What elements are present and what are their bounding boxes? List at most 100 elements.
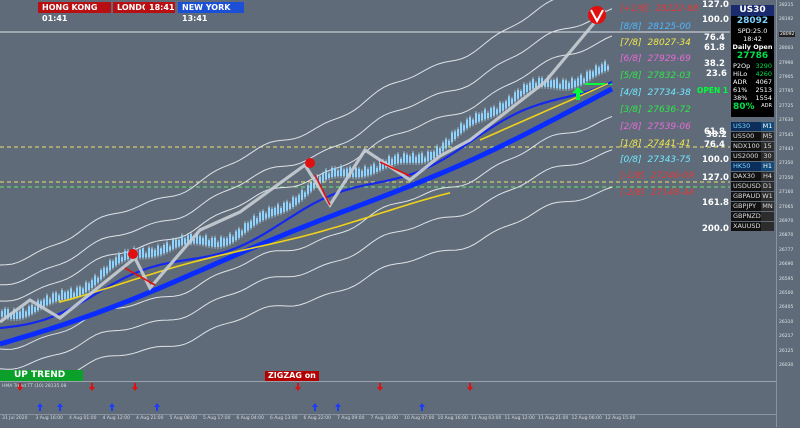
candle: [442, 142, 444, 152]
candle: [79, 286, 81, 296]
murrey-level-price: 27343-75: [647, 155, 691, 165]
zigzag-toggle-button[interactable]: ZIGZAG on: [265, 371, 319, 381]
time-axis-tick: 4 Aug 01:00: [69, 416, 97, 421]
zigzag-peak-marker: [128, 249, 138, 259]
timeframe-button[interactable]: 30: [761, 152, 774, 161]
symbol-row-us2000[interactable]: US2000 30: [731, 152, 774, 161]
candle: [571, 78, 573, 89]
time-axis: 31 Jul 2020 3 Aug 16:00 4 Aug 01:00 4 Aug 1…: [0, 414, 776, 428]
candle: [34, 306, 36, 313]
murrey-level: [8/8] 28125-00: [620, 22, 691, 32]
candle: [238, 228, 240, 238]
candle: [424, 157, 426, 163]
candle: [394, 155, 396, 165]
candle: [319, 176, 321, 184]
symbol-button[interactable]: GBPNZD: [731, 212, 761, 221]
candle: [592, 71, 594, 78]
murrey-level-label: [8/8]: [620, 22, 642, 32]
timeframe-button[interactable]: H1: [761, 162, 774, 171]
symbol-button[interactable]: US500: [731, 132, 761, 141]
time-axis-tick: 10 Aug 07:00: [404, 416, 435, 421]
candle: [559, 84, 561, 89]
symbol-row-ndx100[interactable]: NDX100 15: [731, 142, 774, 151]
candle: [178, 239, 180, 247]
candle: [580, 74, 582, 85]
up-arrow-icon: [37, 403, 43, 411]
candle: [475, 113, 477, 123]
candle: [472, 119, 474, 125]
symbol-switcher: US30 M1 US500 M5 NDX100 15 US2000 30 HK50 H1 DAX30…: [731, 122, 774, 232]
murrey-level-price: 28125-00: [647, 22, 691, 32]
symbol-row-us30[interactable]: US30 M1: [731, 122, 774, 131]
symbol-button[interactable]: USDUSD: [731, 182, 761, 191]
panel-stat-value: 4067: [755, 78, 772, 86]
candle: [202, 237, 204, 245]
price-axis-tick: 26125: [779, 348, 794, 354]
timeframe-button[interactable]: M5: [761, 132, 774, 141]
timeframe-button[interactable]: M1: [761, 122, 774, 131]
fib-level-label: 61.8: [704, 127, 725, 137]
price-axis-tick: 28092: [779, 31, 796, 37]
timeframe-button[interactable]: D1: [761, 182, 774, 191]
symbol-button[interactable]: US30: [731, 122, 761, 131]
murrey-level: [+1/8] 28222-68: [620, 4, 698, 14]
candle: [61, 290, 63, 300]
buy-arrow-icon: [572, 87, 584, 100]
session-clock: 18:41: [145, 2, 175, 13]
timeframe-button[interactable]: [761, 212, 774, 221]
price-axis-tick: 27905: [779, 75, 794, 80]
murrey-level: [4/8] 27734-38: [620, 88, 691, 98]
candle: [574, 80, 576, 88]
murrey-level: [6/8] 27929-69: [620, 54, 691, 64]
symbol-row-usdusd[interactable]: USDUSD D1: [731, 182, 774, 191]
symbol-button[interactable]: XAUUSD: [731, 222, 761, 231]
candle: [538, 77, 540, 88]
candle: [94, 275, 96, 286]
fib-level-label: 61.8: [704, 43, 725, 53]
symbol-button[interactable]: GBPAUD: [731, 192, 761, 201]
candle: [277, 204, 279, 215]
price-axis-tick: 27160: [779, 190, 794, 196]
candle: [445, 139, 447, 149]
candle: [361, 170, 363, 177]
timeframe-button[interactable]: H4: [761, 172, 774, 181]
time-axis-tick: 10 Aug 16:00: [437, 416, 468, 421]
symbol-row-gbpaud[interactable]: GBPAUD W1: [731, 192, 774, 201]
symbol-row-xauusd[interactable]: XAUUSD: [731, 222, 774, 231]
candle: [31, 304, 33, 314]
symbol-button[interactable]: US2000: [731, 152, 761, 161]
timeframe-button[interactable]: 15: [761, 142, 774, 151]
price-axis-tick: 27443: [779, 147, 794, 152]
symbol-button[interactable]: NDX100: [731, 142, 761, 151]
timeframe-button[interactable]: [761, 222, 774, 231]
symbol-button[interactable]: HK50: [731, 162, 761, 171]
candle: [454, 131, 456, 140]
symbol-row-hk50[interactable]: HK50 H1: [731, 162, 774, 171]
candle: [520, 91, 522, 97]
panel-stat-value: 1554: [755, 94, 772, 102]
price-axis-tick: 27250: [779, 175, 794, 181]
price-axis-tick: 27065: [779, 204, 794, 210]
timeframe-button[interactable]: MN: [761, 202, 774, 211]
timeframe-button[interactable]: W1: [761, 192, 774, 201]
price-axis-tick: 26217: [779, 334, 794, 340]
symbol-row-gbpnzd[interactable]: GBPNZD: [731, 212, 774, 221]
price-chart[interactable]: [0, 0, 776, 380]
symbol-row-gbpjpy[interactable]: GBPJPY MN: [731, 202, 774, 211]
symbol-button[interactable]: DAX30: [731, 172, 761, 181]
candle: [502, 103, 504, 111]
symbol-row-dax30[interactable]: DAX30 H4: [731, 172, 774, 181]
panel-daily-open-value: 27786: [736, 51, 769, 61]
symbol-row-us500[interactable]: US500 M5: [731, 132, 774, 141]
candle: [175, 239, 177, 248]
candle: [466, 119, 468, 129]
candle: [496, 109, 498, 115]
candle: [187, 235, 189, 244]
candle: [463, 125, 465, 131]
candle: [271, 208, 273, 217]
candle: [313, 182, 315, 189]
candle: [274, 207, 276, 216]
symbol-button[interactable]: GBPJPY: [731, 202, 761, 211]
subwindow-label: HMA Trend TT (10) 28135.08: [2, 384, 67, 389]
candle: [604, 61, 606, 72]
